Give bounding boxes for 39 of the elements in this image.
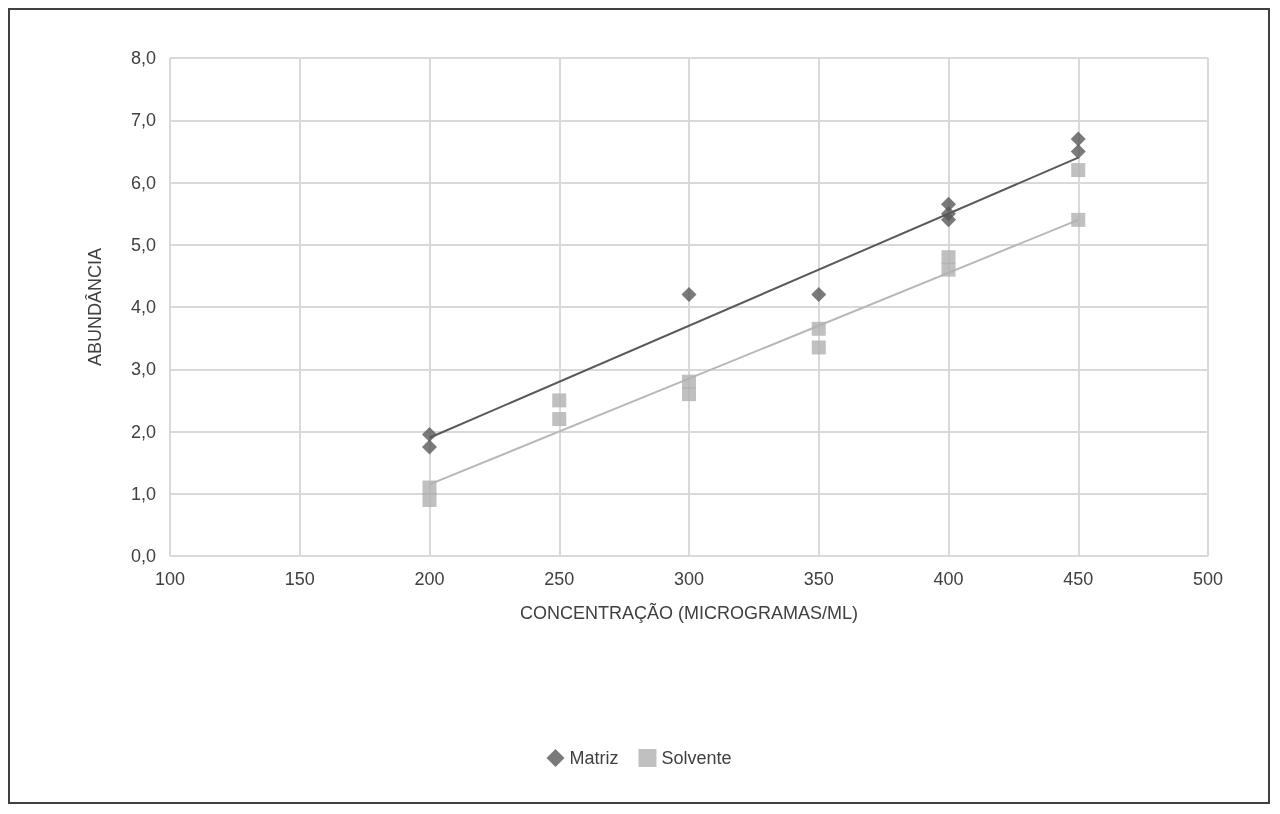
point: [1070, 131, 1086, 147]
x-tick-label: 450: [1063, 569, 1094, 589]
y-tick-label: 7,0: [130, 110, 156, 131]
legend-label: Solvente: [661, 748, 732, 768]
point: [682, 387, 696, 402]
y-tick-label: 6,0: [130, 172, 156, 193]
y-tick-label: 8,0: [130, 48, 156, 68]
point: [811, 340, 826, 355]
y-tick-label: 1,0: [130, 483, 156, 504]
point: [552, 393, 567, 408]
x-axis-title: CONCENTRAÇÃO (MICROGRAMAS/ML): [519, 602, 859, 623]
y-tick-label: 4,0: [130, 297, 156, 317]
point: [941, 250, 956, 265]
x-tick-label: 250: [544, 569, 575, 589]
point: [1070, 143, 1086, 159]
point: [422, 439, 437, 455]
point: [422, 427, 437, 443]
point: [422, 492, 437, 507]
y-tick-label: 0,0: [130, 546, 156, 566]
y-tick-label: 5,0: [130, 234, 156, 255]
point: [811, 321, 826, 336]
legend-label: Matriz: [569, 748, 619, 768]
x-tick-label: 350: [803, 569, 834, 589]
x-tick-label: 500: [1192, 569, 1224, 589]
x-tick-label: 200: [414, 569, 445, 589]
x-tick-label: 400: [933, 569, 964, 589]
y-axis-title: ABUNDÂNCIA: [85, 247, 105, 367]
point: [552, 412, 567, 427]
y-tick-label: 2,0: [130, 421, 156, 442]
point: [681, 287, 697, 303]
x-tick-label: 150: [284, 569, 315, 589]
point: [1071, 163, 1086, 178]
y-tick-label: 3,0: [130, 359, 156, 380]
point: [941, 262, 956, 277]
point: [1071, 212, 1086, 227]
point: [811, 287, 827, 303]
point: [941, 212, 956, 228]
x-tick-label: 100: [154, 569, 186, 589]
x-tick-label: 300: [673, 569, 705, 589]
